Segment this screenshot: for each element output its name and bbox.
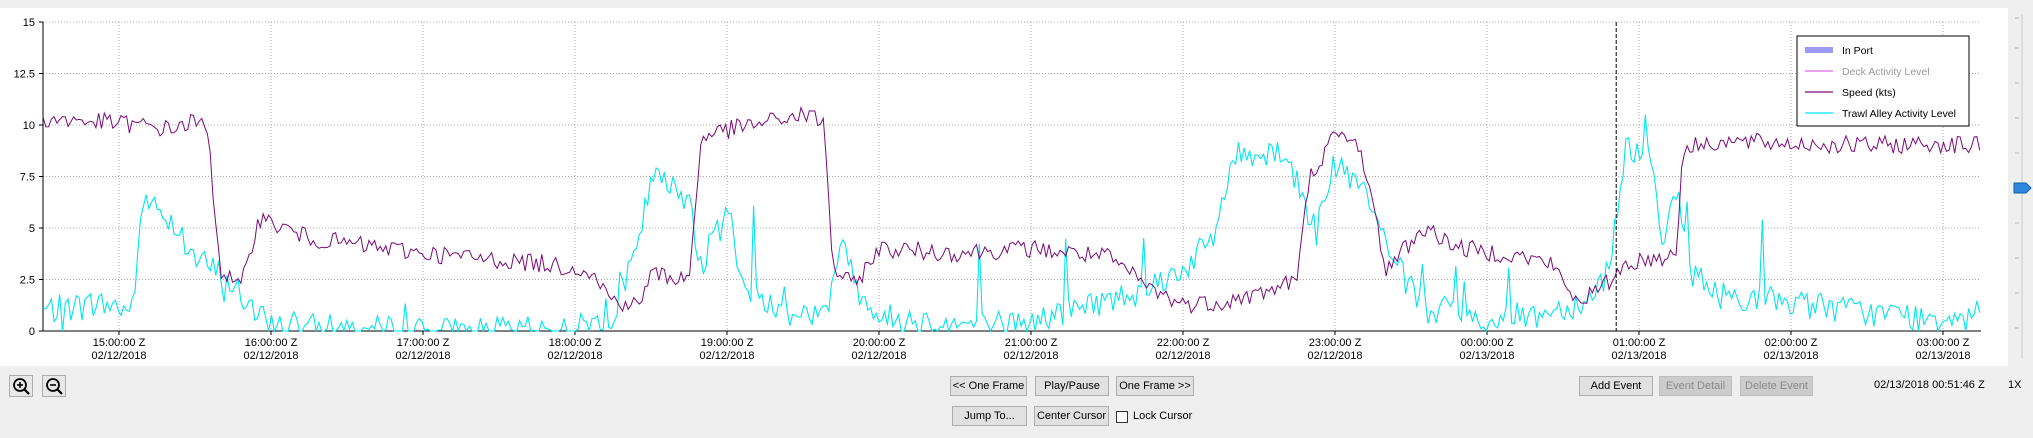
- x-tick-time-label: 02:00:00 Z: [1765, 337, 1818, 349]
- x-tick-date-label: 02/12/2018: [1307, 350, 1362, 362]
- x-tick-date-label: 02/12/2018: [547, 350, 602, 362]
- x-tick-date-label: 02/12/2018: [91, 350, 146, 362]
- playback-speed-label: 1X: [2008, 379, 2022, 391]
- play-pause-button[interactable]: Play/Pause: [1035, 376, 1109, 396]
- x-tick-date-label: 02/13/2018: [1763, 350, 1818, 362]
- x-tick-date-label: 02/12/2018: [699, 350, 754, 362]
- x-tick-time-label: 15:00:00 Z: [93, 337, 146, 349]
- y-tick-label: 0: [29, 326, 35, 338]
- x-tick-date-label: 02/12/2018: [851, 350, 906, 362]
- x-tick-time-label: 00:00:00 Z: [1461, 337, 1514, 349]
- x-tick-time-label: 19:00:00 Z: [701, 337, 754, 349]
- current-timestamp: 02/13/2018 00:51:46 Z: [1874, 379, 1985, 391]
- series-line-trawl-alley-activity: [42, 114, 1981, 334]
- x-tick-date-label: 02/13/2018: [1611, 350, 1666, 362]
- event-detail-button[interactable]: Event Detail: [1659, 376, 1732, 396]
- y-tick-label: 12.5: [14, 69, 35, 81]
- y-tick-label: 7.5: [20, 172, 35, 184]
- x-tick-time-label: 17:00:00 Z: [397, 337, 450, 349]
- y-tick-label: 2.5: [20, 275, 35, 287]
- x-tick-date-label: 02/13/2018: [1915, 350, 1970, 362]
- x-tick-time-label: 18:00:00 Z: [549, 337, 602, 349]
- x-tick-time-label: 23:00:00 Z: [1309, 337, 1362, 349]
- lock-cursor-checkbox[interactable]: [1116, 411, 1128, 423]
- zoom-out-button[interactable]: [42, 375, 66, 397]
- legend-label: In Port: [1842, 45, 1873, 57]
- chart-panel[interactable]: 0 2.5 5 7.5 10 12.5 15 15:00:00 Z 02/12/2018 16:0…: [0, 8, 2008, 366]
- slider-ticks: [2015, 17, 2019, 329]
- zoom-out-icon: [46, 378, 63, 395]
- add-event-button[interactable]: Add Event: [1579, 376, 1653, 396]
- slider-handle-icon[interactable]: [2013, 182, 2032, 194]
- x-tick-time-label: 22:00:00 Z: [1157, 337, 1210, 349]
- legend-label: Speed (kts): [1842, 87, 1896, 99]
- next-frame-button[interactable]: One Frame >>: [1116, 376, 1194, 396]
- zoom-in-button[interactable]: [9, 375, 33, 397]
- lock-cursor-label: Lock Cursor: [1133, 410, 1193, 422]
- x-tick-time-label: 03:00:00 Z: [1917, 337, 1970, 349]
- x-tick-date-label: 02/12/2018: [395, 350, 450, 362]
- delete-event-button[interactable]: Delete Event: [1740, 376, 1813, 396]
- x-tick-date-label: 02/12/2018: [1155, 350, 1210, 362]
- x-tick-time-label: 20:00:00 Z: [853, 337, 906, 349]
- y-tick-label: 15: [23, 17, 35, 29]
- y-tick-label: 5: [29, 223, 35, 235]
- x-tick-time-label: 01:00:00 Z: [1613, 337, 1666, 349]
- x-tick-time-label: 16:00:00 Z: [245, 337, 298, 349]
- y-tick-label: 10: [23, 120, 35, 132]
- x-tick-time-label: 21:00:00 Z: [1005, 337, 1058, 349]
- playback-speed-slider[interactable]: [2012, 8, 2033, 366]
- legend-label: Deck Activity Level: [1842, 66, 1930, 78]
- x-tick-date-label: 02/12/2018: [243, 350, 298, 362]
- x-tick-date-label: 02/13/2018: [1459, 350, 1514, 362]
- series-line-speed: [42, 105, 1981, 315]
- jump-to-button[interactable]: Jump To...: [952, 406, 1027, 426]
- legend-label: Trawl Alley Activity Level: [1842, 108, 1956, 120]
- x-tick-date-label: 02/12/2018: [1003, 350, 1058, 362]
- zoom-in-icon: [13, 378, 30, 395]
- prev-frame-button[interactable]: << One Frame: [950, 376, 1027, 396]
- center-cursor-button[interactable]: Center Cursor: [1034, 406, 1109, 426]
